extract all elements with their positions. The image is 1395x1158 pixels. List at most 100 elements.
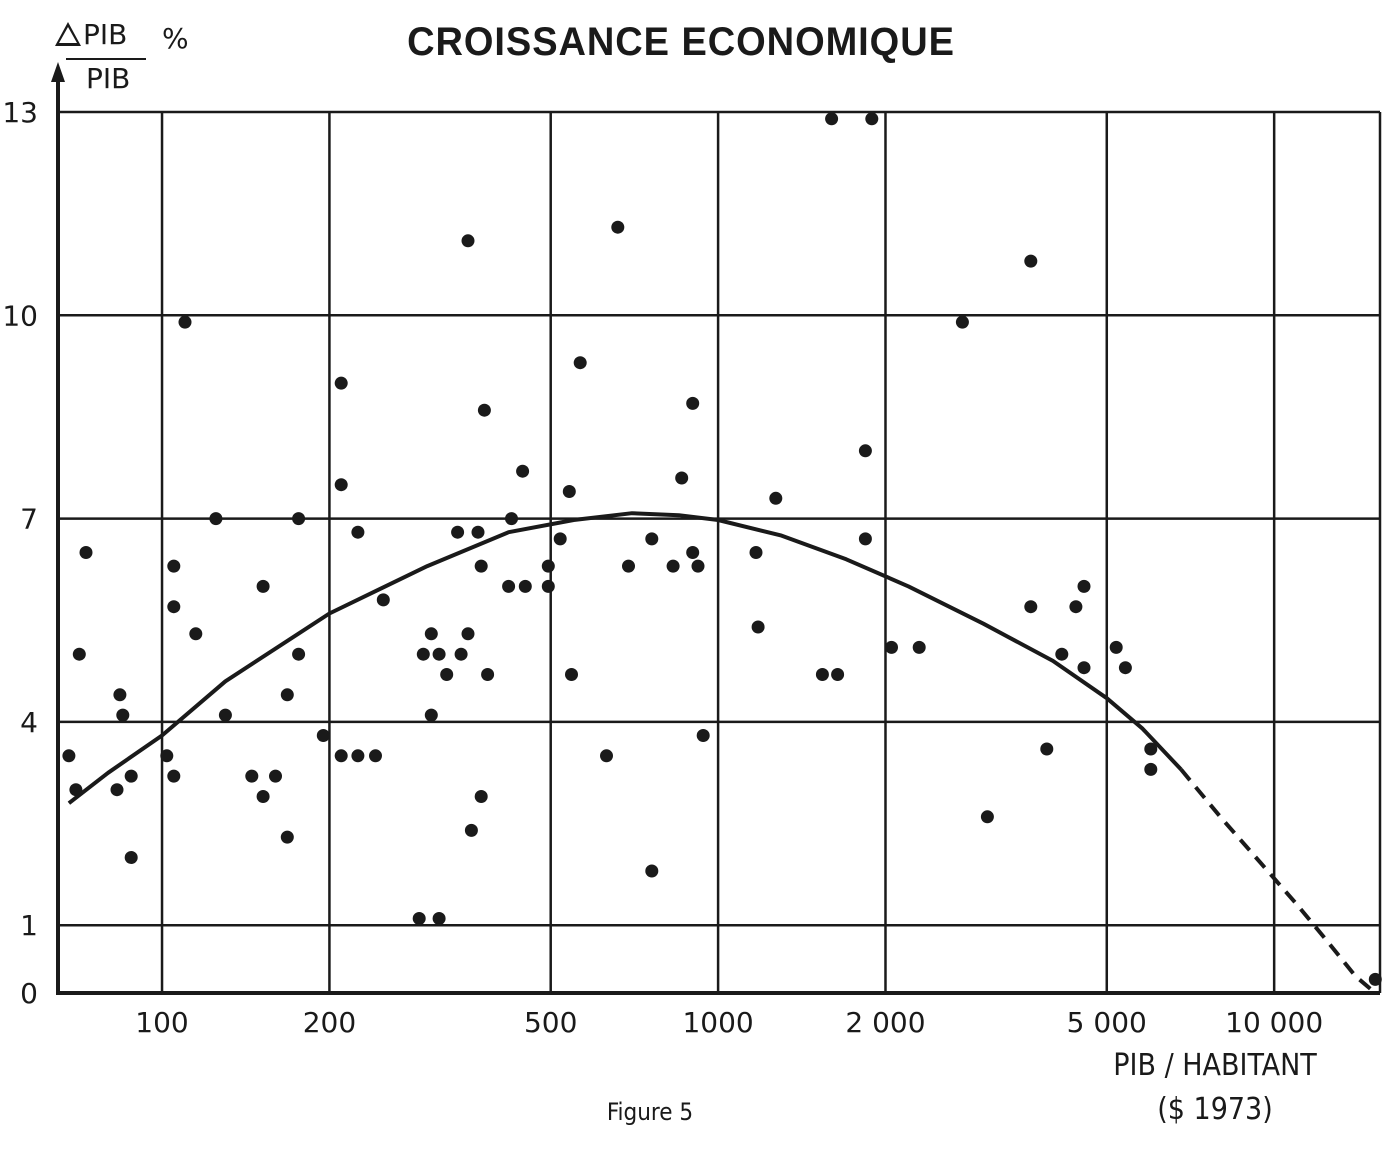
data-point bbox=[858, 532, 872, 546]
data-point bbox=[280, 688, 294, 702]
grid bbox=[58, 110, 1382, 993]
data-point bbox=[461, 627, 475, 641]
data-point bbox=[256, 579, 270, 593]
data-point bbox=[292, 512, 306, 526]
data-point bbox=[955, 315, 969, 329]
y-axis-numerator-text: PIB bbox=[83, 18, 128, 51]
x-axis-label: PIB / HABITANT bbox=[1113, 1048, 1317, 1083]
data-point bbox=[1368, 972, 1382, 986]
chart-title: CROISSANCE ECONOMIQUE bbox=[407, 20, 955, 64]
data-point bbox=[1024, 254, 1038, 268]
y-tick-label: 1 bbox=[20, 909, 38, 942]
data-point bbox=[218, 708, 232, 722]
data-point bbox=[79, 546, 93, 559]
data-point bbox=[351, 525, 365, 539]
data-point bbox=[256, 790, 270, 803]
data-point bbox=[1040, 742, 1054, 756]
data-point bbox=[885, 640, 898, 654]
data-point bbox=[280, 830, 294, 844]
trend-line-dashed bbox=[1179, 768, 1377, 995]
tick-labels: 0 1 4 7 10 13 100 200 500 1000 2 000 5 000 10 000 bbox=[2, 96, 1323, 1039]
data-point bbox=[1077, 579, 1091, 593]
data-point bbox=[351, 749, 365, 763]
data-point bbox=[865, 112, 879, 126]
data-point bbox=[160, 749, 174, 763]
y-axis-label-fraction-bar bbox=[66, 58, 146, 60]
data-point bbox=[562, 485, 576, 498]
y-tick-label: 4 bbox=[20, 706, 38, 739]
data-point bbox=[167, 600, 181, 614]
data-point bbox=[477, 403, 491, 417]
data-point bbox=[769, 491, 783, 505]
x-tick-label: 1000 bbox=[682, 1006, 753, 1039]
data-point bbox=[334, 376, 348, 390]
data-point bbox=[116, 708, 130, 722]
data-point bbox=[474, 790, 488, 803]
y-axis-label-denominator: PIB bbox=[86, 62, 131, 95]
data-point bbox=[334, 478, 348, 492]
figure-caption: Figure 5 bbox=[606, 1098, 694, 1126]
y-tick-label: 0 bbox=[20, 977, 38, 1010]
data-point bbox=[541, 559, 555, 573]
x-tick-label: 2 000 bbox=[845, 1006, 925, 1039]
data-point bbox=[334, 749, 348, 763]
data-point bbox=[451, 525, 465, 539]
data-point bbox=[454, 647, 468, 661]
data-point bbox=[675, 471, 689, 485]
x-tick-label: 10 000 bbox=[1225, 1006, 1323, 1039]
data-point bbox=[912, 640, 926, 654]
data-point bbox=[416, 647, 430, 661]
y-axis-label-unit: % bbox=[162, 22, 189, 55]
data-point bbox=[573, 356, 587, 370]
data-point bbox=[645, 864, 659, 878]
data-point bbox=[424, 627, 438, 641]
data-point bbox=[541, 579, 555, 593]
y-tick-label: 10 bbox=[2, 299, 38, 332]
data-point bbox=[518, 579, 532, 593]
data-point bbox=[825, 112, 839, 126]
data-point bbox=[432, 647, 446, 661]
y-tick-label: 7 bbox=[20, 503, 38, 536]
data-point bbox=[1118, 661, 1132, 675]
data-point bbox=[622, 559, 635, 573]
data-point bbox=[611, 220, 625, 234]
data-point bbox=[980, 810, 994, 824]
delta-icon bbox=[55, 22, 81, 46]
y-axis-arrow bbox=[51, 62, 65, 82]
data-point bbox=[369, 749, 382, 763]
data-point bbox=[502, 579, 516, 593]
data-point bbox=[113, 688, 127, 702]
data-point bbox=[751, 620, 765, 634]
data-point bbox=[553, 532, 567, 546]
x-tick-label: 500 bbox=[524, 1006, 577, 1039]
data-point bbox=[505, 512, 518, 526]
data-point bbox=[412, 912, 426, 925]
data-point bbox=[1055, 647, 1069, 661]
axes bbox=[51, 62, 1380, 995]
data-point bbox=[209, 512, 223, 526]
data-point bbox=[858, 444, 872, 458]
data-point bbox=[481, 668, 495, 681]
data-point bbox=[189, 627, 203, 641]
data-points bbox=[62, 112, 1382, 986]
data-point bbox=[516, 464, 530, 478]
x-axis-label-unit: ($ 1973) bbox=[1157, 1092, 1273, 1127]
data-point bbox=[461, 234, 475, 248]
y-tick-label: 13 bbox=[2, 96, 38, 129]
data-point bbox=[167, 559, 181, 573]
data-point bbox=[686, 546, 700, 559]
data-point bbox=[269, 769, 282, 783]
data-point bbox=[645, 532, 659, 546]
data-point bbox=[316, 729, 330, 742]
data-point bbox=[167, 769, 181, 783]
data-point bbox=[69, 783, 83, 797]
data-point bbox=[110, 783, 124, 797]
data-point bbox=[696, 729, 710, 742]
data-point bbox=[464, 823, 478, 837]
data-point bbox=[178, 315, 192, 329]
data-point bbox=[1024, 600, 1038, 614]
data-point bbox=[666, 559, 680, 573]
data-point bbox=[124, 851, 138, 864]
data-point bbox=[749, 546, 763, 559]
